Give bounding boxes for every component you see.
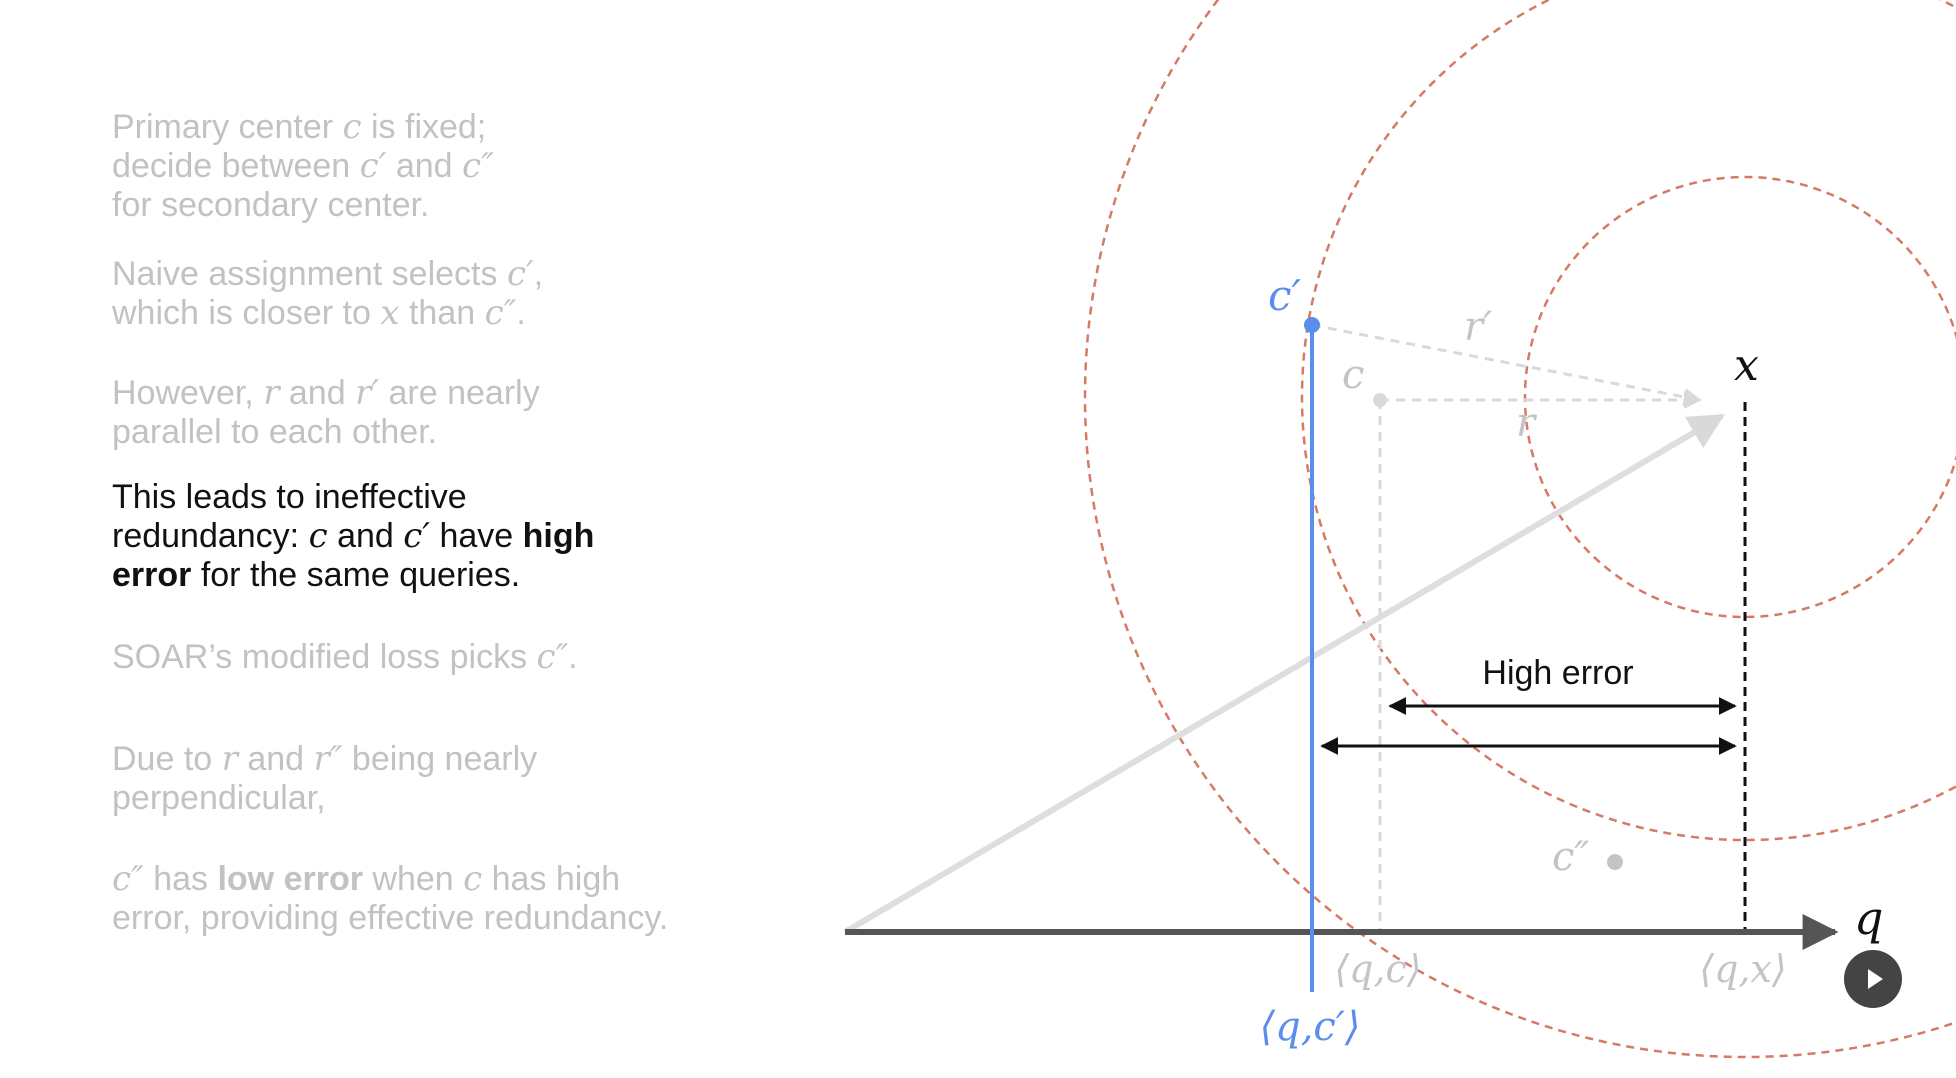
math-symbol: c [342, 107, 362, 147]
text-run: when [362, 860, 464, 898]
text-run: perpendicular, [112, 779, 326, 817]
paragraph-line: which is closer to x than c″. [112, 294, 732, 333]
paragraph-soar-picks: SOAR’s modified loss picks c″. [112, 638, 732, 677]
text-run: and [327, 517, 404, 555]
r-prime-label: r′ [1464, 304, 1492, 350]
text-run: have [430, 517, 523, 555]
math-symbol: r [221, 739, 238, 779]
paragraph-line: error, providing effective redundancy. [112, 899, 732, 938]
text-run: parallel to each other. [112, 413, 438, 451]
query-vector [843, 413, 1726, 935]
text-run: and [279, 374, 356, 412]
c-prime-label: c′ [1268, 271, 1302, 320]
proj-c-prime-label: ⟨q,c′⟩ [1259, 1004, 1360, 1050]
text-run: SOAR’s modified loss picks [112, 638, 537, 676]
text-run: decide between [112, 147, 360, 185]
paragraph-line: SOAR’s modified loss picks c″. [112, 638, 732, 677]
text-run: are nearly [379, 374, 540, 412]
math-symbol: c″ [462, 146, 494, 186]
c-double-prime-point [1607, 854, 1623, 870]
text-run: and [386, 147, 463, 185]
text-run: has [143, 860, 218, 898]
c-point [1373, 393, 1387, 407]
math-symbol: c″ [484, 293, 517, 333]
proj-x-label: ⟨q,x⟩ [1699, 947, 1787, 991]
text-run: . [516, 294, 526, 332]
middle-error-circle [1300, 0, 1956, 842]
math-symbol: c″ [112, 859, 144, 899]
bold-text: error [112, 556, 192, 594]
c-prime-point [1304, 317, 1320, 333]
paragraph-line: error for the same queries. [112, 556, 732, 595]
text-run: than [399, 294, 485, 332]
math-symbol: x [380, 293, 400, 333]
text-run: However, [112, 374, 264, 412]
text-run: , [533, 255, 544, 293]
paragraph-line: However, r and r′ are nearly [112, 374, 732, 413]
x-label: x [1734, 340, 1759, 391]
math-symbol: c [463, 859, 483, 899]
bold-text: high [522, 517, 595, 555]
text-run: for secondary center. [112, 186, 430, 224]
text-run: for the same queries. [191, 556, 521, 594]
r-label: r [1516, 400, 1538, 446]
text-run: redundancy: [112, 517, 309, 555]
paragraph-line: decide between c′ and c″ [112, 147, 732, 186]
paragraph-line: Naive assignment selects c′, [112, 255, 732, 294]
paragraph-low-error: c″ has low error when c has high error, p… [112, 860, 732, 938]
text-run: This leads to ineffective [112, 478, 467, 516]
text-run: Due to [112, 740, 222, 778]
play-button[interactable] [1844, 950, 1902, 1008]
paragraph-primary-center: Primary center c is fixed; decide between… [112, 108, 732, 225]
outer-error-circle [1083, 0, 1956, 1059]
text-run: error, providing effective redundancy. [112, 899, 669, 937]
paragraph-parallel: However, r and r′ are nearly parallel to … [112, 374, 732, 452]
paragraph-line: for secondary center. [112, 186, 732, 225]
math-symbol: r′ [355, 373, 380, 413]
text-run: and [237, 740, 314, 778]
math-symbol: c″ [536, 637, 569, 677]
proj-c-label: ⟨q,c⟩ [1334, 947, 1421, 991]
bold-text: low error [217, 860, 363, 898]
text-run: has high [482, 860, 621, 898]
paragraph-ineffective-redundancy: This leads to ineffective redundancy: c a… [112, 478, 732, 595]
math-symbol: r [263, 373, 280, 413]
residual-r-prime-arrow [1311, 323, 1702, 406]
math-symbol: c [308, 516, 328, 556]
c-double-prime-label: c″ [1552, 834, 1589, 880]
inner-error-circle [1523, 175, 1956, 619]
paragraph-line: c″ has low error when c has high [112, 860, 732, 899]
paragraph-naive-assignment: Naive assignment selects c′, which is clo… [112, 255, 732, 333]
paragraph-line: Primary center c is fixed; [112, 108, 732, 147]
text-run: which is closer to [112, 294, 381, 332]
math-symbol: c′ [359, 146, 387, 186]
play-icon [1868, 969, 1883, 989]
paragraph-perpendicular: Due to r and r″ being nearly perpendicula… [112, 740, 732, 818]
c-label: c [1342, 352, 1364, 398]
text-run: Primary center [112, 108, 343, 146]
high-error-label: High error [1482, 654, 1633, 692]
paragraph-line: This leads to ineffective [112, 478, 732, 517]
q-label: q [1854, 891, 1883, 945]
text-run: . [568, 638, 578, 676]
math-symbol: c′ [403, 516, 431, 556]
paragraph-line: Due to r and r″ being nearly [112, 740, 732, 779]
text-run: being nearly [342, 740, 538, 778]
math-symbol: r″ [313, 739, 343, 779]
text-run: Naive assignment selects [112, 255, 507, 293]
math-symbol: c′ [506, 254, 534, 294]
paragraph-line: redundancy: c and c′ have high [112, 517, 732, 556]
text-run: is fixed; [361, 108, 487, 146]
paragraph-line: perpendicular, [112, 779, 732, 818]
paragraph-line: parallel to each other. [112, 413, 732, 452]
